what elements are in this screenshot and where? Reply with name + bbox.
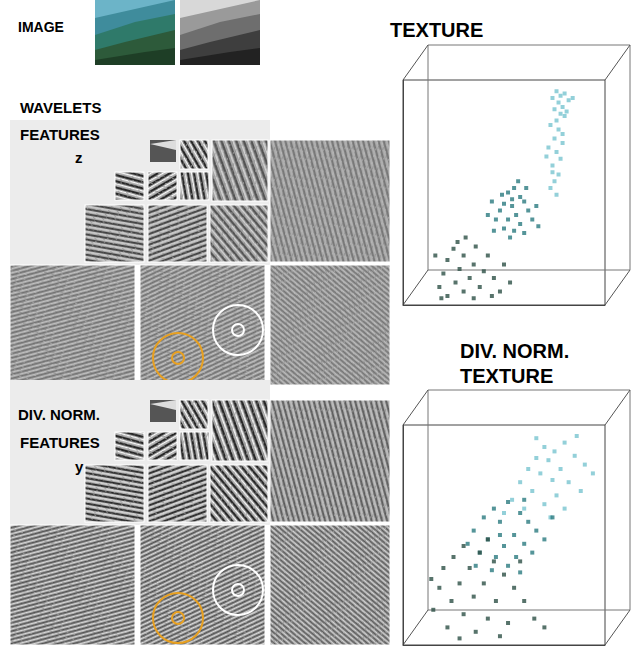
svg-text:FEATURES: FEATURES [20,126,100,143]
svg-text:z: z [75,149,83,166]
svg-text:FEATURES: FEATURES [20,434,100,451]
svg-text:IMAGE: IMAGE [18,19,64,35]
svg-text:TEXTURE: TEXTURE [460,365,553,387]
svg-text:TEXTURE: TEXTURE [390,19,483,41]
svg-text:WAVELETS: WAVELETS [20,99,101,116]
svg-text:DIV. NORM.: DIV. NORM. [18,406,100,423]
svg-text:y: y [75,458,84,475]
svg-text:DIV. NORM.: DIV. NORM. [460,340,569,362]
